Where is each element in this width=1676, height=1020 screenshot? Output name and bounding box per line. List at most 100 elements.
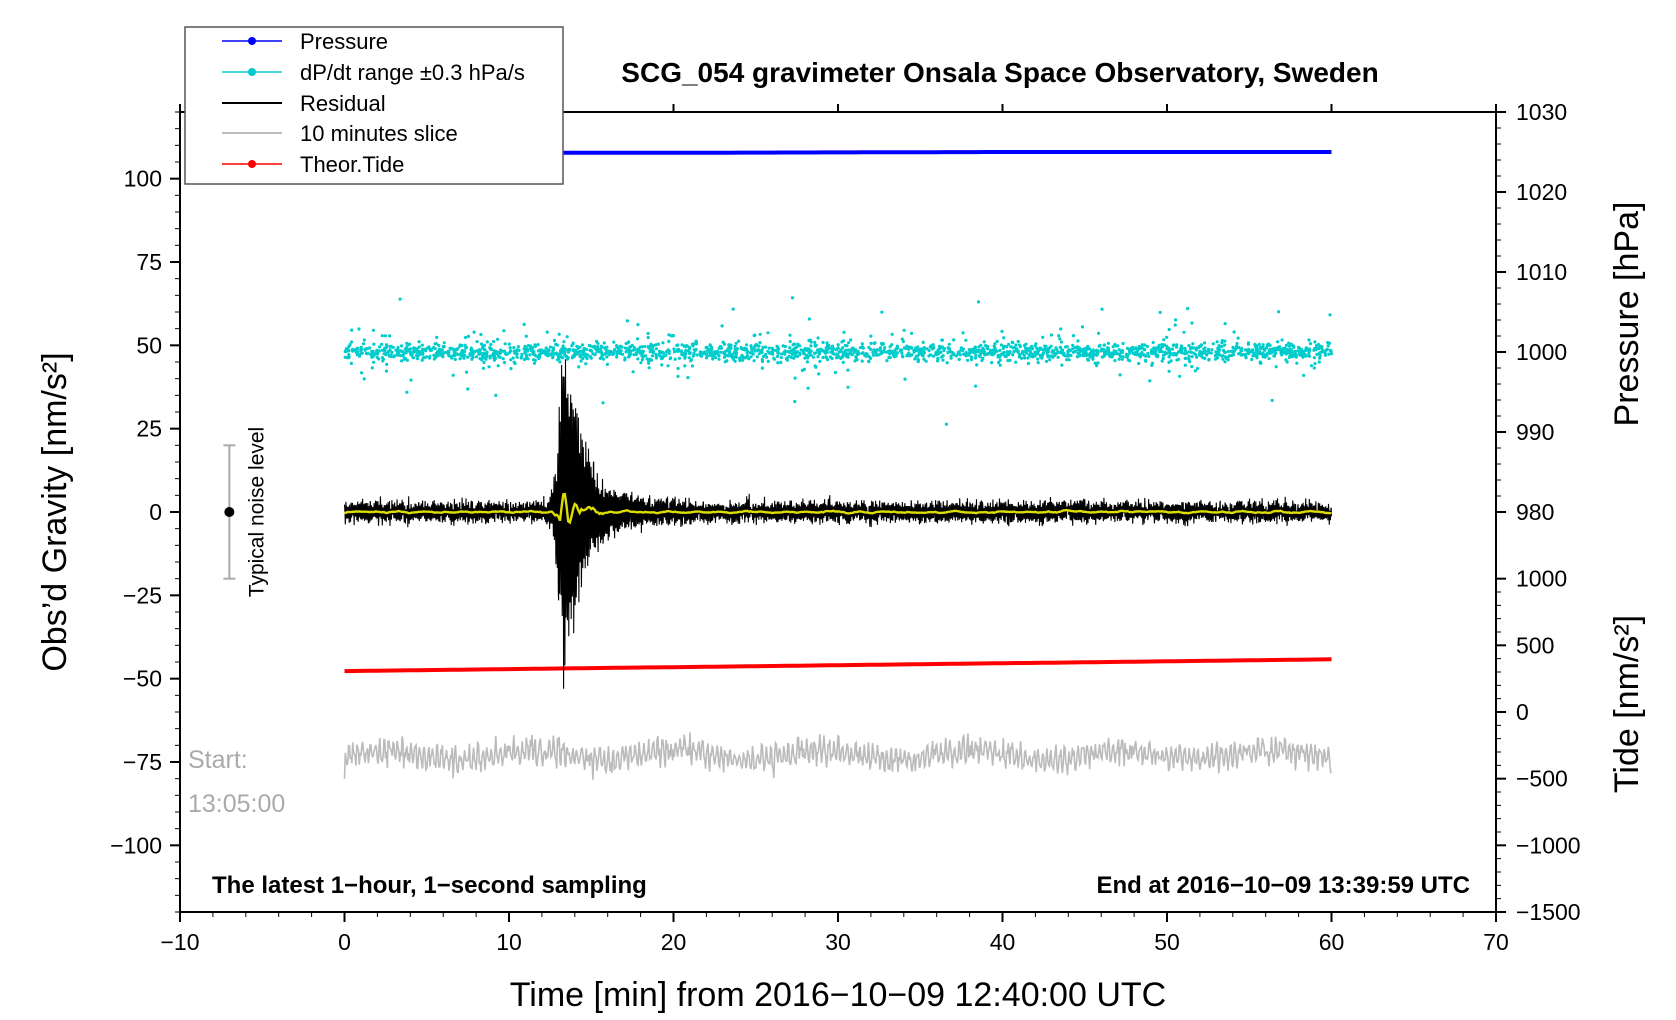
dpdt-point <box>1059 327 1063 331</box>
dpdt-point <box>830 356 834 361</box>
x-tick-label: 10 <box>496 929 522 955</box>
dpdt-point <box>817 352 822 356</box>
dpdt-point <box>976 300 981 304</box>
dpdt-point <box>1224 356 1228 360</box>
dpdt-point <box>939 350 943 354</box>
dpdt-point <box>1147 354 1151 358</box>
dpdt-point <box>482 351 486 355</box>
dpdt-point <box>1175 343 1179 347</box>
dpdt-point <box>551 348 556 352</box>
dpdt-point <box>713 350 717 354</box>
dpdt-point <box>552 338 557 343</box>
dpdt-point <box>824 350 828 354</box>
dpdt-point <box>639 361 643 365</box>
dpdt-point <box>1020 351 1024 355</box>
dpdt-point <box>1240 346 1244 350</box>
dpdt-point <box>752 359 756 363</box>
dpdt-point <box>1026 361 1030 366</box>
dpdt-point <box>459 353 463 357</box>
dpdt-point <box>1055 348 1059 352</box>
dpdt-point <box>1318 354 1322 358</box>
dpdt-point <box>895 344 900 348</box>
dpdt-point <box>947 346 951 351</box>
dpdt-point <box>1276 348 1280 352</box>
dpdt-point <box>826 347 830 351</box>
dpdt-point <box>896 351 900 355</box>
dpdt-point <box>836 343 840 347</box>
dpdt-point <box>565 354 569 359</box>
dpdt-point <box>380 356 384 360</box>
dpdt-point <box>1302 373 1306 377</box>
dpdt-point <box>1007 342 1011 346</box>
dpdt-point <box>816 348 821 352</box>
dpdt-point <box>485 352 489 357</box>
dpdt-point <box>1287 344 1291 348</box>
dpdt-point <box>1267 342 1271 346</box>
dpdt-point <box>362 377 366 381</box>
dpdt-point <box>961 331 965 335</box>
dpdt-point <box>596 345 600 349</box>
dpdt-point <box>1262 347 1266 351</box>
dpdt-point <box>1104 352 1108 356</box>
dpdt-point <box>1216 349 1220 353</box>
dpdt-point <box>1126 358 1130 362</box>
dpdt-point <box>1207 350 1211 355</box>
y-tick-label: 25 <box>136 416 162 442</box>
dpdt-point <box>507 342 511 346</box>
dpdt-point <box>524 354 529 358</box>
dpdt-point <box>995 339 999 343</box>
dpdt-point <box>363 347 367 352</box>
dpdt-point <box>1244 348 1248 352</box>
dpdt-point <box>669 356 673 360</box>
dpdt-point <box>825 341 829 345</box>
dpdt-point <box>453 357 457 361</box>
dpdt-point <box>405 390 409 394</box>
dpdt-point <box>771 348 775 352</box>
dpdt-point <box>654 354 658 358</box>
dpdt-point <box>636 357 640 361</box>
dpdt-point <box>1250 348 1255 352</box>
dpdt-point <box>660 363 664 367</box>
dpdt-point <box>684 344 689 348</box>
dpdt-point <box>580 343 585 347</box>
dpdt-point <box>348 343 352 347</box>
dpdt-point <box>451 353 455 357</box>
dpdt-point <box>792 347 797 351</box>
dpdt-point <box>831 349 835 353</box>
dpdt-point <box>466 387 470 391</box>
dpdt-point <box>513 351 517 355</box>
dpdt-point <box>690 364 695 368</box>
dpdt-point <box>380 342 384 346</box>
dpdt-point <box>1174 318 1178 322</box>
dpdt-point <box>813 351 817 355</box>
x-tick-label: 70 <box>1483 929 1509 955</box>
dpdt-point <box>494 393 498 397</box>
dpdt-point <box>1160 350 1164 354</box>
dpdt-point <box>1167 355 1171 359</box>
dpdt-point <box>872 348 876 352</box>
dpdt-point <box>1324 348 1329 352</box>
dpdt-point <box>1231 345 1235 349</box>
dpdt-point <box>528 344 533 348</box>
dpdt-point <box>612 340 616 344</box>
dpdt-point <box>1272 354 1276 358</box>
dpdt-point <box>667 339 671 343</box>
dpdt-point <box>598 356 602 360</box>
dpdt-point <box>790 296 795 300</box>
dpdt-point <box>522 322 526 326</box>
dpdt-point <box>1002 351 1006 355</box>
dpdt-point <box>482 347 486 351</box>
dpdt-point <box>964 350 968 355</box>
dpdt-point <box>1307 351 1311 355</box>
dpdt-point <box>842 330 846 334</box>
dpdt-point <box>745 343 749 347</box>
dpdt-point <box>399 349 404 353</box>
dpdt-point <box>717 357 721 361</box>
x-tick-label: 20 <box>661 929 687 955</box>
dpdt-point <box>369 353 373 357</box>
dpdt-point <box>924 359 928 363</box>
dpdt-point <box>1173 323 1177 327</box>
dpdt-point <box>707 350 711 354</box>
dpdt-point <box>1276 340 1280 344</box>
dpdt-point <box>390 350 394 354</box>
